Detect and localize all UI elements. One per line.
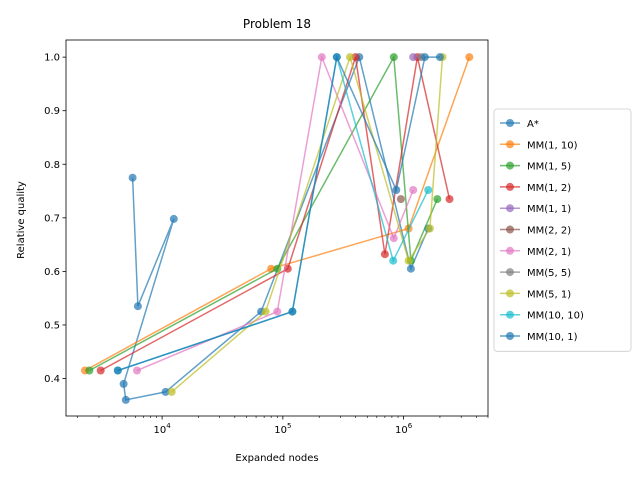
legend-marker bbox=[506, 310, 514, 319]
data-point bbox=[420, 53, 429, 62]
data-point bbox=[85, 366, 94, 375]
data-point bbox=[128, 173, 137, 182]
legend-marker bbox=[506, 140, 514, 149]
legend-marker bbox=[506, 182, 514, 191]
series-line bbox=[122, 54, 429, 401]
legend-item: MM(10, 10) bbox=[500, 310, 584, 322]
series-4 bbox=[409, 53, 418, 62]
legend-marker bbox=[506, 268, 514, 277]
plot-area bbox=[65, 39, 489, 417]
legend-marker bbox=[506, 225, 514, 234]
legend-item: MM(5, 1) bbox=[500, 289, 571, 300]
legend-label: MM(1, 5) bbox=[527, 162, 571, 173]
series-line bbox=[171, 54, 444, 393]
data-point bbox=[389, 234, 398, 243]
data-point bbox=[133, 302, 142, 311]
legend-item: MM(1, 5) bbox=[500, 161, 571, 173]
y-tick-label: 0.5 bbox=[44, 320, 60, 331]
x-tick-label: 105 bbox=[274, 422, 291, 436]
data-point bbox=[133, 366, 141, 375]
legend-marker bbox=[506, 289, 514, 298]
y-tick-label: 0.9 bbox=[44, 106, 60, 117]
legend-marker bbox=[506, 332, 514, 340]
series-0 bbox=[119, 53, 433, 404]
y-tick-label: 0.4 bbox=[44, 374, 60, 385]
series-line bbox=[84, 56, 471, 372]
data-point bbox=[119, 379, 128, 388]
legend-label: MM(1, 2) bbox=[527, 183, 571, 194]
data-point bbox=[261, 307, 270, 316]
data-point bbox=[389, 53, 398, 62]
legend-marker bbox=[506, 204, 514, 213]
legend-item: MM(1, 10) bbox=[500, 140, 578, 151]
data-point bbox=[332, 53, 341, 62]
data-point bbox=[396, 195, 405, 204]
legend-box bbox=[493, 108, 632, 352]
data-point bbox=[113, 366, 122, 375]
legend: A* MM(1, 10) MM(1, 5) MM(1, 2) MM(1, 1) MM(2,… bbox=[493, 108, 632, 352]
y-tick-label: 0.6 bbox=[44, 267, 60, 278]
data-point bbox=[465, 53, 474, 62]
chart-title: Problem 18 bbox=[243, 17, 311, 31]
data-point bbox=[346, 53, 354, 62]
series-6 bbox=[133, 53, 418, 375]
legend-marker bbox=[506, 119, 514, 127]
y-axis-label: Relative quality bbox=[16, 181, 27, 259]
legend-label: MM(2, 2) bbox=[527, 226, 571, 237]
legend-label: MM(1, 10) bbox=[527, 140, 578, 151]
y-tick-label: 0.8 bbox=[44, 160, 60, 171]
data-point bbox=[351, 53, 360, 62]
series-5 bbox=[396, 195, 405, 204]
legend-label: MM(10, 1) bbox=[527, 332, 578, 343]
data-point bbox=[167, 387, 176, 396]
x-tick-label: 106 bbox=[395, 422, 413, 436]
data-point bbox=[409, 53, 418, 62]
data-point bbox=[273, 307, 282, 316]
x-tick-label: 104 bbox=[154, 422, 172, 436]
legend-label: A* bbox=[527, 119, 539, 130]
data-point bbox=[425, 224, 434, 233]
data-point bbox=[380, 250, 389, 259]
y-tick-label: 1.0 bbox=[44, 53, 60, 64]
x-axis-label: Expanded nodes bbox=[235, 453, 318, 464]
data-point bbox=[435, 53, 444, 62]
plot-frame bbox=[65, 39, 489, 417]
y-axis: 0.4 0.5 0.6 0.7 0.8 0.9 1.0 bbox=[44, 53, 66, 385]
legend-label: MM(1, 1) bbox=[527, 204, 571, 215]
data-point bbox=[433, 195, 442, 204]
x-axis: 104 105 106 bbox=[77, 416, 489, 436]
data-point bbox=[169, 214, 178, 223]
data-point bbox=[121, 395, 130, 404]
legend-marker bbox=[506, 161, 514, 170]
data-point bbox=[445, 195, 454, 204]
legend-marker bbox=[506, 246, 514, 255]
data-point bbox=[317, 53, 326, 62]
data-point bbox=[389, 256, 398, 265]
y-tick-label: 0.7 bbox=[44, 213, 60, 224]
legend-label: MM(10, 10) bbox=[527, 311, 584, 322]
data-point bbox=[96, 366, 105, 375]
data-point bbox=[409, 186, 418, 194]
data-point bbox=[392, 186, 401, 194]
legend-item: MM(2, 1) bbox=[500, 246, 571, 258]
data-point bbox=[406, 264, 415, 273]
legend-item: MM(10, 1) bbox=[500, 332, 578, 343]
legend-item: MM(5, 5) bbox=[500, 268, 571, 279]
legend-item: MM(1, 1) bbox=[500, 204, 571, 215]
legend-label: MM(2, 1) bbox=[527, 247, 571, 258]
data-point bbox=[288, 307, 297, 316]
legend-item: MM(2, 2) bbox=[500, 225, 571, 237]
legend-label: MM(5, 5) bbox=[527, 268, 571, 279]
data-point bbox=[161, 387, 170, 396]
legend-item: A* bbox=[500, 119, 539, 130]
legend-label: MM(5, 1) bbox=[527, 289, 571, 300]
data-point bbox=[404, 256, 413, 265]
series-line bbox=[100, 56, 451, 372]
data-point bbox=[424, 186, 433, 194]
series-10 bbox=[113, 53, 444, 375]
legend-item: MM(1, 2) bbox=[500, 182, 571, 194]
